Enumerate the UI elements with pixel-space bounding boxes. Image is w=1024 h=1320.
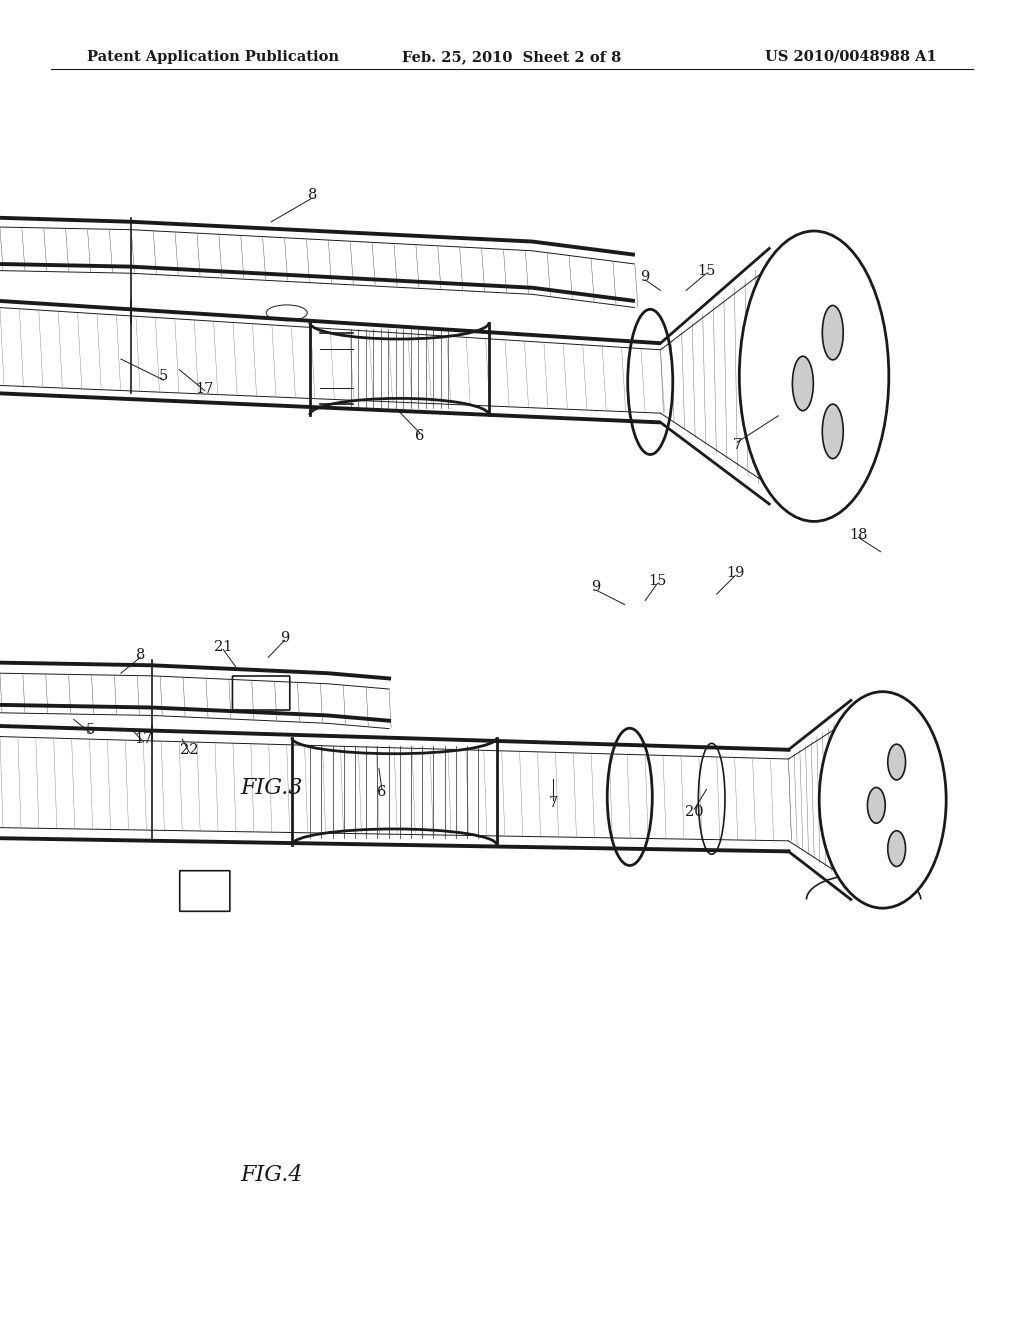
Text: 7: 7	[548, 796, 558, 809]
Text: 9: 9	[640, 271, 650, 284]
Ellipse shape	[793, 356, 813, 411]
Text: 15: 15	[648, 574, 667, 587]
Text: 17: 17	[196, 383, 214, 396]
Ellipse shape	[739, 231, 889, 521]
Ellipse shape	[822, 404, 843, 458]
FancyBboxPatch shape	[180, 871, 229, 911]
Text: 6: 6	[415, 429, 425, 442]
Text: FIG.4: FIG.4	[240, 1164, 303, 1185]
Text: 5: 5	[85, 723, 95, 737]
Text: 9: 9	[591, 581, 601, 594]
Text: 7: 7	[732, 438, 742, 451]
Text: 17: 17	[134, 733, 153, 746]
Text: 9: 9	[280, 631, 290, 644]
Text: US 2010/0048988 A1: US 2010/0048988 A1	[765, 50, 937, 63]
Text: 8: 8	[135, 648, 145, 661]
Text: Patent Application Publication: Patent Application Publication	[87, 50, 339, 63]
Text: FIG.3: FIG.3	[240, 777, 303, 799]
Text: 8: 8	[307, 189, 317, 202]
Text: 18: 18	[849, 528, 867, 541]
Ellipse shape	[888, 744, 905, 780]
Text: 22: 22	[180, 743, 199, 756]
Ellipse shape	[819, 692, 946, 908]
Ellipse shape	[867, 788, 885, 824]
Text: 21: 21	[214, 640, 232, 653]
Text: Feb. 25, 2010  Sheet 2 of 8: Feb. 25, 2010 Sheet 2 of 8	[402, 50, 622, 63]
Text: 15: 15	[697, 264, 716, 277]
Text: 20: 20	[685, 805, 703, 818]
Text: 6: 6	[377, 785, 387, 799]
Ellipse shape	[822, 305, 843, 360]
Ellipse shape	[888, 830, 905, 866]
FancyBboxPatch shape	[232, 676, 290, 710]
Text: 5: 5	[159, 370, 169, 383]
Text: 19: 19	[726, 566, 744, 579]
